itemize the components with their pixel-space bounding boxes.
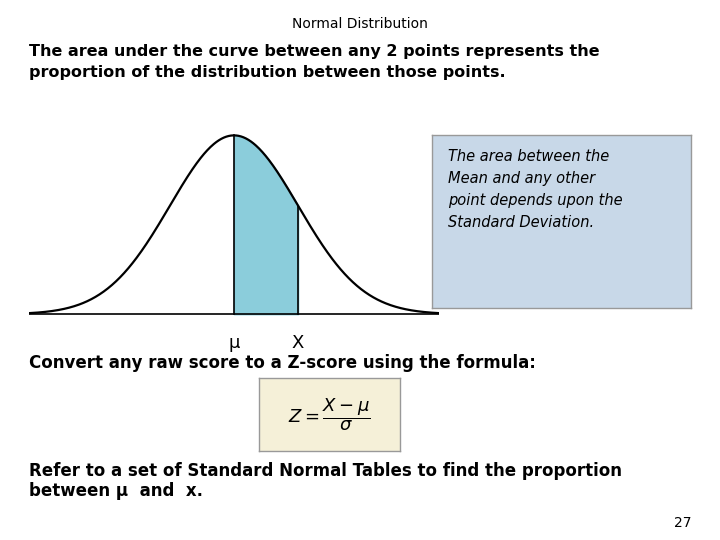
Text: 27: 27	[674, 516, 691, 530]
Text: X: X	[292, 334, 305, 353]
Text: The area between the
Mean and any other
point depends upon the
Standard Deviatio: The area between the Mean and any other …	[448, 149, 622, 231]
Text: Refer to a set of Standard Normal Tables to find the proportion: Refer to a set of Standard Normal Tables…	[29, 462, 622, 480]
Text: Normal Distribution: Normal Distribution	[292, 17, 428, 31]
Text: The area under the curve between any 2 points represents the: The area under the curve between any 2 p…	[29, 44, 600, 59]
Text: μ: μ	[228, 334, 240, 353]
Text: $Z = \dfrac{X - \mu}{\sigma}$: $Z = \dfrac{X - \mu}{\sigma}$	[288, 396, 371, 433]
Text: Convert any raw score to a Z-score using the formula:: Convert any raw score to a Z-score using…	[29, 354, 536, 372]
Text: proportion of the distribution between those points.: proportion of the distribution between t…	[29, 65, 505, 80]
Text: between μ  and  x.: between μ and x.	[29, 482, 203, 500]
